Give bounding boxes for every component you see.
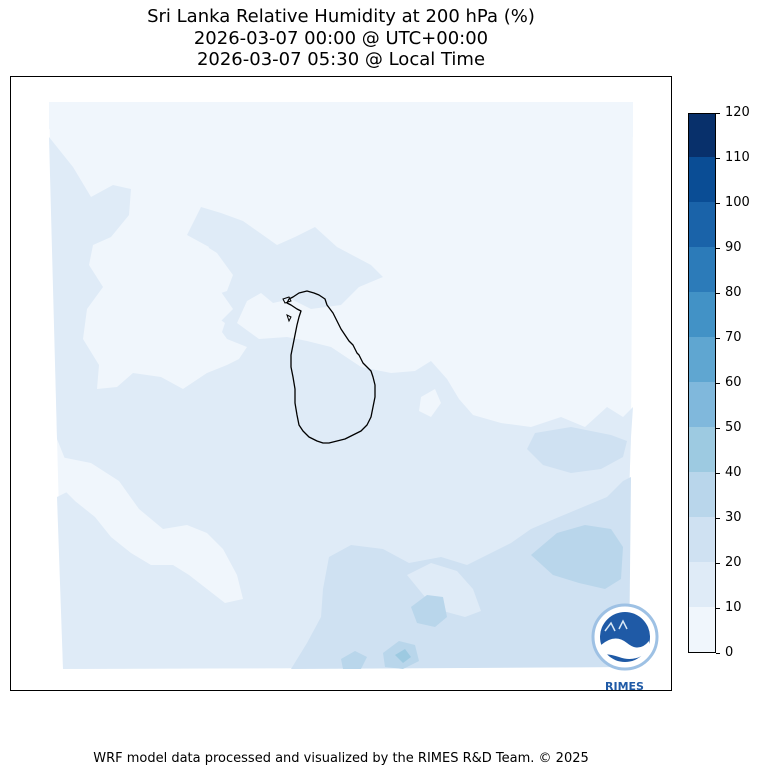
sri-lanka-islet [282, 296, 292, 304]
colorbar-segment [689, 516, 715, 562]
field-10-20-hole [407, 563, 481, 617]
footer-credit: WRF model data processed and visualized … [93, 751, 589, 766]
colorbar-tick [716, 607, 720, 609]
map-plot: RIMES [49, 102, 659, 691]
colorbar-tick [716, 202, 720, 204]
field-30-40-east [531, 525, 623, 589]
colorbar-segment [689, 606, 715, 652]
colorbar-segment [689, 471, 715, 517]
sri-lanka-outline [286, 290, 376, 444]
field-0-10-notch-2 [189, 243, 233, 297]
colorbar-segment [689, 561, 715, 607]
colorbar-tick-label: 20 [725, 555, 742, 570]
colorbar-tick-label: 120 [725, 105, 750, 120]
colorbar-segment [689, 426, 715, 472]
colorbar-tick [716, 517, 720, 519]
colorbar-segment [689, 291, 715, 337]
colorbar-tick-label: 60 [725, 375, 742, 390]
colorbar-segment [689, 156, 715, 202]
field-20-30-south [291, 477, 631, 669]
colorbar-tick [716, 157, 720, 159]
colorbar-tick [716, 382, 720, 384]
colorbar-segment [689, 336, 715, 382]
colorbar-segment [689, 201, 715, 247]
logo-text: RIMES [605, 680, 644, 691]
chart-title: Sri Lanka Relative Humidity at 200 hPa (… [10, 6, 672, 71]
colorbar-segment [689, 246, 715, 292]
title-line-3: 2026-03-07 05:30 @ Local Time [196, 49, 486, 70]
colorbar-tick-label: 40 [725, 465, 742, 480]
colorbar-tick-label: 30 [725, 510, 742, 525]
field-20-30-east-strip [527, 427, 627, 473]
colorbar-tick [716, 337, 720, 339]
colorbar-tick [716, 472, 720, 474]
colorbar-tick-label: 110 [725, 150, 750, 165]
colorbar-segment [689, 381, 715, 427]
field-0-10-notch-1 [61, 457, 243, 603]
colorbar-tick-label: 100 [725, 195, 750, 210]
colorbar-segment [689, 114, 715, 157]
colorbar-tick-label: 0 [725, 645, 734, 660]
colorbar-tick [716, 112, 720, 114]
colorbar-tick-label: 70 [725, 330, 742, 345]
field-30-40-south-3 [341, 651, 367, 669]
title-line-2: 2026-03-07 00:00 @ UTC+00:00 [193, 27, 489, 49]
colorbar-tick-label: 10 [725, 600, 742, 615]
sri-lanka-islet [286, 314, 292, 323]
colorbar-tick [716, 427, 720, 429]
map-frame: RIMES [10, 76, 672, 691]
colorbar-tick [716, 652, 720, 654]
field-30-40-south-1 [411, 595, 447, 627]
colorbar-tick [716, 562, 720, 564]
field-0-10-notch-4 [419, 389, 441, 417]
field-0-10-top-strip [49, 102, 633, 147]
title-line-1: Sri Lanka Relative Humidity at 200 hPa (… [147, 6, 535, 27]
colorbar-tick-label: 80 [725, 285, 742, 300]
field-40-50-speck [395, 649, 411, 663]
colorbar-tick [716, 247, 720, 249]
rimes-logo: RIMES [591, 603, 659, 691]
colorbar [688, 113, 716, 653]
colorbar-tick-label: 90 [725, 240, 742, 255]
field-0-10-notch-3 [185, 313, 225, 345]
colorbar-tick [716, 292, 720, 294]
colorbar-tick-label: 50 [725, 420, 742, 435]
